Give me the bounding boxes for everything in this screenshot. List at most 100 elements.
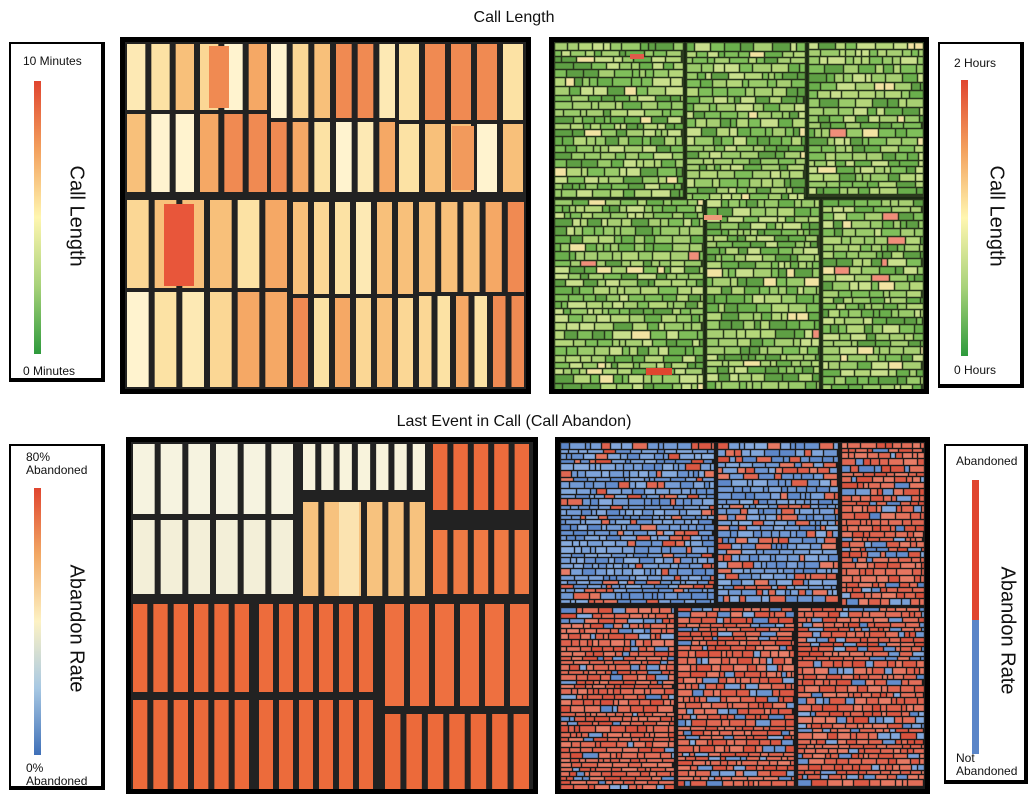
treemap-cell xyxy=(706,261,722,269)
treemap-cell xyxy=(699,314,704,323)
treemap-cell xyxy=(667,656,675,661)
treemap-cell xyxy=(908,472,917,477)
treemap-cell xyxy=(606,712,616,717)
treemap-cell xyxy=(855,631,865,638)
treemap-cell xyxy=(554,243,561,252)
treemap-cell xyxy=(814,160,827,167)
treemap-cell xyxy=(561,50,571,57)
treemap-cell xyxy=(763,508,777,515)
treemap-cell xyxy=(591,101,599,110)
treemap-cell xyxy=(579,767,591,772)
treemap-cell xyxy=(767,735,784,740)
treemap-cell xyxy=(770,719,786,727)
treemap-cell xyxy=(862,704,873,712)
treemap-cell xyxy=(909,482,925,489)
treemap-cell xyxy=(833,212,847,221)
treemap-cell xyxy=(554,95,572,102)
treemap-cell xyxy=(612,721,621,726)
treemap-cell xyxy=(743,504,750,509)
treemap-cell xyxy=(764,568,778,574)
treemap-cell xyxy=(721,151,741,159)
treemap-cell xyxy=(648,613,656,619)
treemap-cell xyxy=(265,292,287,387)
treemap-cell xyxy=(901,137,918,146)
treemap-cell xyxy=(587,688,594,695)
treemap-cell xyxy=(668,732,675,738)
treemap-cell xyxy=(872,723,888,729)
treemap-cell xyxy=(885,631,899,638)
treemap-cell xyxy=(663,530,675,536)
treemap-cell xyxy=(777,57,791,64)
treemap-cell xyxy=(677,286,692,295)
treemap-cell xyxy=(699,170,718,179)
treemap-cell xyxy=(586,109,604,117)
treemap-cell xyxy=(554,101,573,110)
treemap-cell xyxy=(692,339,700,347)
treemap-cell xyxy=(839,361,858,370)
treemap-cell xyxy=(677,702,686,709)
treemap-cell xyxy=(674,368,686,375)
treemap-cell xyxy=(597,77,613,87)
treemap-cell xyxy=(846,568,860,576)
treemap-cell xyxy=(561,189,577,198)
treemap-cell xyxy=(610,639,625,647)
treemap-cell xyxy=(582,498,591,506)
treemap-cell xyxy=(768,504,778,509)
treemap-cell xyxy=(717,530,731,538)
treemap-cell xyxy=(636,784,643,789)
treemap-cell xyxy=(786,770,795,777)
treemap-cell xyxy=(913,637,925,643)
treemap-cell xyxy=(735,268,754,278)
treemap-cell xyxy=(634,243,645,252)
treemap-cell xyxy=(571,95,589,102)
treemap-cell xyxy=(565,519,581,525)
treemap-cell xyxy=(554,77,566,87)
treemap-cell xyxy=(870,173,889,182)
treemap-cell xyxy=(451,44,471,120)
treemap-cell xyxy=(919,495,925,502)
treemap-cell xyxy=(758,554,771,562)
treemap-cell xyxy=(681,515,696,520)
treemap-cell xyxy=(620,535,637,541)
treemap-cell xyxy=(642,784,657,789)
treemap-cell xyxy=(650,767,666,772)
treemap-cell xyxy=(704,470,715,478)
treemap-cell xyxy=(918,49,924,57)
treemap-cell xyxy=(808,152,826,161)
treemap-cell xyxy=(151,44,170,110)
treemap-cell xyxy=(721,312,739,321)
treemap-cell xyxy=(832,723,846,729)
treemap-cell xyxy=(776,145,789,152)
treemap-cell xyxy=(651,747,665,753)
treemap-cell xyxy=(833,297,844,304)
treemap-cell xyxy=(593,86,608,96)
treemap-cell xyxy=(619,50,626,57)
treemap-cell xyxy=(884,166,891,174)
treemap-cell xyxy=(691,459,704,464)
treemap-cell xyxy=(857,723,864,729)
treemap-cell xyxy=(593,308,603,315)
treemap-cell xyxy=(808,312,820,321)
treemap-cell xyxy=(683,588,689,593)
treemap-cell xyxy=(915,537,923,542)
treemap-cell xyxy=(758,499,768,505)
treemap-cell xyxy=(868,732,878,740)
treemap-cell xyxy=(595,568,607,576)
treemap-cell xyxy=(919,107,924,116)
treemap-cell xyxy=(904,115,920,123)
treemap-cell xyxy=(620,123,627,130)
treemap-cell xyxy=(587,639,593,647)
treemap-cell xyxy=(793,549,810,555)
treemap-cell xyxy=(621,752,638,759)
treemap-cell xyxy=(740,508,748,515)
treemap-cell xyxy=(850,732,857,740)
treemap-cell xyxy=(560,680,577,685)
treemap-cell xyxy=(799,554,805,562)
treemap-cell xyxy=(775,467,783,474)
treemap-cell xyxy=(688,770,696,777)
treemap-cell xyxy=(915,631,925,638)
treemap-cell xyxy=(782,677,795,684)
treemap-cell xyxy=(657,680,663,685)
treemap-cell xyxy=(606,747,623,753)
treemap-cell xyxy=(733,636,747,641)
